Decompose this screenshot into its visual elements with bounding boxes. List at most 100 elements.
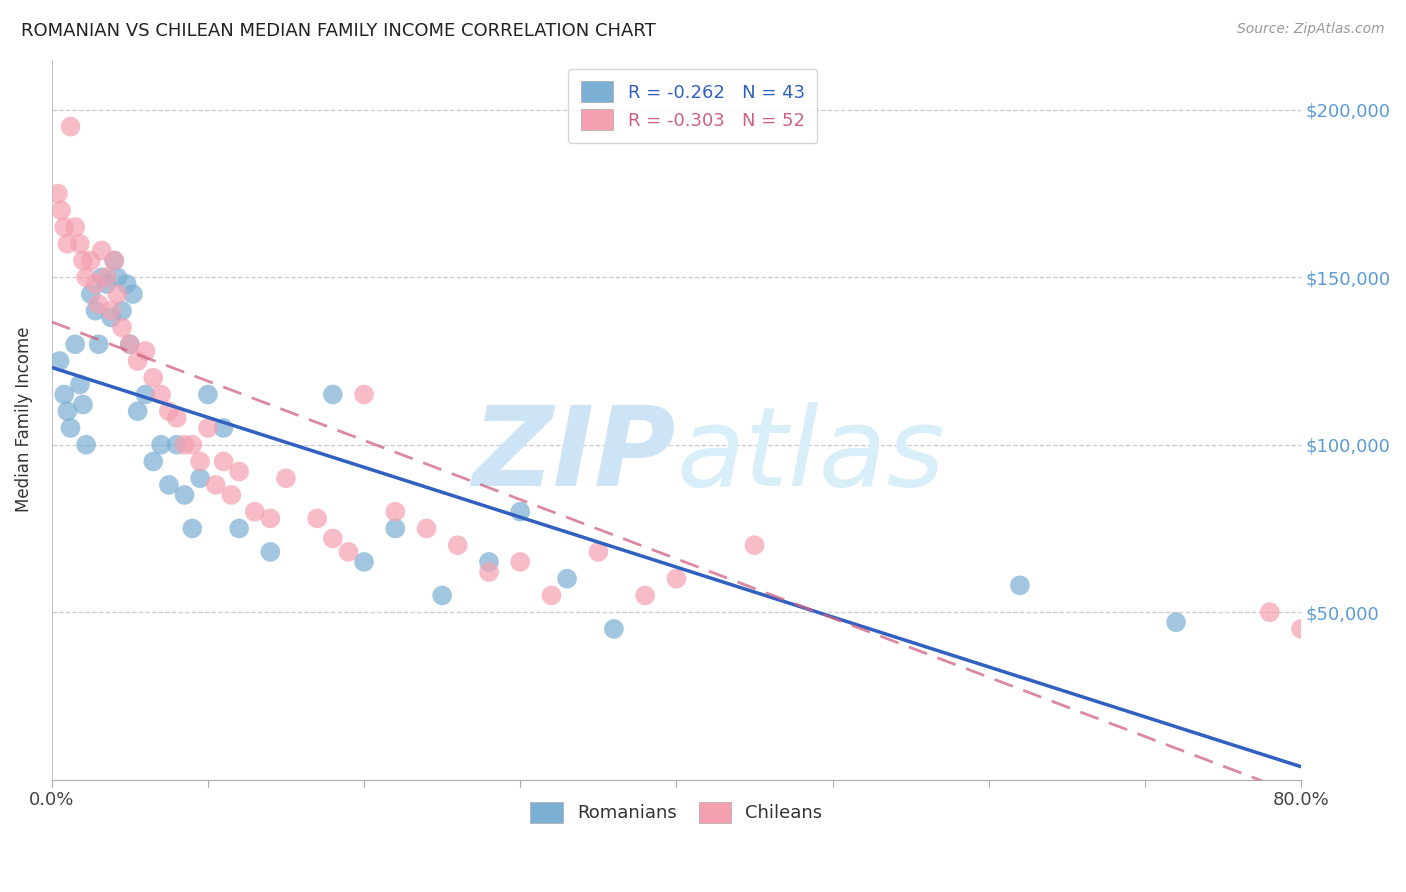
Point [63,337,86,351]
Point [75,438,97,452]
Point [80,287,103,301]
Point [588,545,610,559]
Point [105,287,128,301]
Point [173,438,195,452]
Point [166,411,188,425]
Point [142,454,165,468]
Point [49,203,72,218]
Point [555,572,578,586]
Point [72,253,94,268]
Point [118,337,141,351]
Point [353,387,375,401]
Point [221,488,243,502]
Point [228,521,250,535]
Point [84,277,107,291]
Point [87,337,110,351]
Point [634,589,657,603]
Point [1164,615,1187,630]
Point [59,120,82,134]
Point [744,538,766,552]
Point [90,244,112,258]
Point [53,387,76,401]
Point [134,343,156,358]
Point [118,337,141,351]
Point [87,297,110,311]
Point [353,555,375,569]
Point [127,354,149,368]
Point [188,454,211,468]
Point [478,555,501,569]
Text: Source: ZipAtlas.com: Source: ZipAtlas.com [1237,22,1385,37]
Point [173,488,195,502]
Point [96,270,118,285]
Point [80,253,103,268]
Point [115,277,138,291]
Point [188,471,211,485]
Point [134,387,156,401]
Point [69,377,91,392]
Point [1289,622,1312,636]
Point [1008,578,1031,592]
Point [259,545,281,559]
Point [72,398,94,412]
Point [150,387,173,401]
Point [103,253,125,268]
Point [75,270,97,285]
Point [415,521,437,535]
Point [509,555,531,569]
Point [84,303,107,318]
Point [157,404,180,418]
Point [100,310,122,325]
Point [307,511,329,525]
Point [322,532,344,546]
Point [90,270,112,285]
Legend: Romanians, Chileans: Romanians, Chileans [517,789,835,836]
Point [243,505,266,519]
Point [212,421,235,435]
Point [96,277,118,291]
Point [197,421,219,435]
Point [274,471,297,485]
Point [157,478,180,492]
Text: atlas: atlas [676,402,945,509]
Point [384,521,406,535]
Text: ZIP: ZIP [472,402,676,509]
Point [540,589,562,603]
Point [122,287,145,301]
Point [212,454,235,468]
Point [166,438,188,452]
Point [111,320,134,334]
Text: ROMANIAN VS CHILEAN MEDIAN FAMILY INCOME CORRELATION CHART: ROMANIAN VS CHILEAN MEDIAN FAMILY INCOME… [21,22,655,40]
Point [150,438,173,452]
Point [59,421,82,435]
Point [665,572,688,586]
Point [111,303,134,318]
Point [430,589,453,603]
Point [53,220,76,235]
Point [478,565,501,579]
Point [322,387,344,401]
Point [603,622,626,636]
Point [105,270,128,285]
Point [103,253,125,268]
Point [46,186,69,201]
Point [181,438,204,452]
Point [56,236,79,251]
Point [127,404,149,418]
Point [197,387,219,401]
Point [204,478,226,492]
Point [181,521,204,535]
Point [48,354,70,368]
Point [100,303,122,318]
Point [63,220,86,235]
Point [142,370,165,384]
Point [56,404,79,418]
Y-axis label: Median Family Income: Median Family Income [15,326,32,512]
Point [337,545,360,559]
Point [447,538,470,552]
Point [384,505,406,519]
Point [228,465,250,479]
Point [259,511,281,525]
Point [509,505,531,519]
Point [69,236,91,251]
